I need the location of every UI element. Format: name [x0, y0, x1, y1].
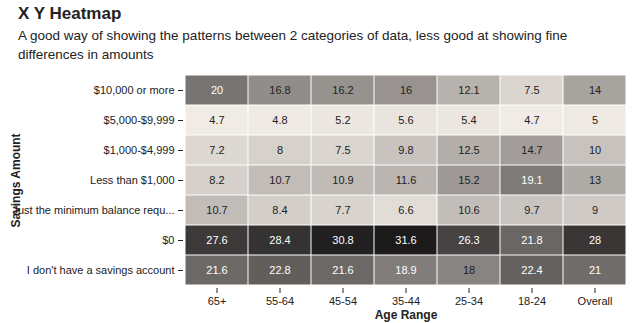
svg-text:16.2: 16.2 — [332, 84, 353, 96]
svg-text:$1,000-$4,999: $1,000-$4,999 — [104, 144, 175, 156]
svg-text:25-34: 25-34 — [455, 295, 483, 307]
svg-text:12.5: 12.5 — [458, 144, 479, 156]
svg-text:12.1: 12.1 — [458, 84, 479, 96]
svg-text:9.8: 9.8 — [398, 144, 413, 156]
svg-text:15.2: 15.2 — [458, 174, 479, 186]
svg-text:11.6: 11.6 — [396, 174, 417, 186]
svg-text:5: 5 — [592, 114, 598, 126]
svg-text:19.1: 19.1 — [521, 174, 542, 186]
svg-text:6.6: 6.6 — [398, 204, 413, 216]
svg-text:7.5: 7.5 — [524, 84, 539, 96]
svg-text:13: 13 — [589, 174, 601, 186]
svg-text:14: 14 — [589, 84, 601, 96]
svg-text:8.4: 8.4 — [272, 204, 287, 216]
svg-text:21.8: 21.8 — [521, 234, 542, 246]
svg-text:10.7: 10.7 — [206, 204, 227, 216]
svg-text:10.9: 10.9 — [332, 174, 353, 186]
svg-text:28.4: 28.4 — [269, 234, 290, 246]
svg-text:Just the minimum balance requ.: Just the minimum balance requ... — [12, 204, 174, 216]
svg-text:10.7: 10.7 — [269, 174, 290, 186]
svg-text:Savings Amount: Savings Amount — [9, 133, 23, 227]
svg-text:$0: $0 — [162, 234, 174, 246]
svg-text:8: 8 — [277, 144, 283, 156]
svg-text:14.7: 14.7 — [521, 144, 542, 156]
svg-text:18: 18 — [463, 264, 475, 276]
svg-text:5.2: 5.2 — [335, 114, 350, 126]
svg-text:7.5: 7.5 — [335, 144, 350, 156]
svg-text:21: 21 — [589, 264, 601, 276]
html-text:X Y Heatmap: X Y Heatmap — [18, 4, 122, 23]
svg-text:Age Range: Age Range — [375, 308, 438, 322]
svg-text:45-54: 45-54 — [329, 295, 357, 307]
svg-text:16: 16 — [400, 84, 412, 96]
svg-text:7.7: 7.7 — [335, 204, 350, 216]
svg-text:21.6: 21.6 — [206, 264, 227, 276]
html-text:A good way of showing the patt: A good way of showing the patterns betwe… — [18, 28, 568, 62]
svg-text:18-24: 18-24 — [518, 295, 546, 307]
svg-text:4.7: 4.7 — [524, 114, 539, 126]
svg-text:5.4: 5.4 — [461, 114, 476, 126]
svg-text:22.4: 22.4 — [521, 264, 542, 276]
svg-text:65+: 65+ — [208, 295, 227, 307]
svg-text:5.6: 5.6 — [398, 114, 413, 126]
svg-text:$10,000 or more: $10,000 or more — [94, 84, 175, 96]
svg-text:Less than $1,000: Less than $1,000 — [90, 174, 174, 186]
svg-text:9: 9 — [592, 204, 598, 216]
svg-text:30.8: 30.8 — [332, 234, 353, 246]
svg-text:$5,000-$9,999: $5,000-$9,999 — [104, 114, 175, 126]
svg-text:20: 20 — [211, 84, 223, 96]
svg-text:55-64: 55-64 — [266, 295, 294, 307]
svg-text:28: 28 — [589, 234, 601, 246]
svg-text:4.8: 4.8 — [272, 114, 287, 126]
svg-text:Overall: Overall — [578, 295, 613, 307]
svg-text:10: 10 — [589, 144, 601, 156]
svg-text:22.8: 22.8 — [269, 264, 290, 276]
svg-text:4.7: 4.7 — [209, 114, 224, 126]
svg-text:27.6: 27.6 — [206, 234, 227, 246]
svg-text:7.2: 7.2 — [209, 144, 224, 156]
svg-text:31.6: 31.6 — [395, 234, 416, 246]
svg-text:26.3: 26.3 — [458, 234, 479, 246]
svg-text:I don't have a savings account: I don't have a savings account — [27, 264, 175, 276]
svg-text:8.2: 8.2 — [209, 174, 224, 186]
svg-text:10.6: 10.6 — [458, 204, 479, 216]
svg-text:21.6: 21.6 — [332, 264, 353, 276]
svg-text:16.8: 16.8 — [269, 84, 290, 96]
svg-text:18.9: 18.9 — [395, 264, 416, 276]
svg-text:9.7: 9.7 — [524, 204, 539, 216]
svg-text:35-44: 35-44 — [392, 295, 420, 307]
